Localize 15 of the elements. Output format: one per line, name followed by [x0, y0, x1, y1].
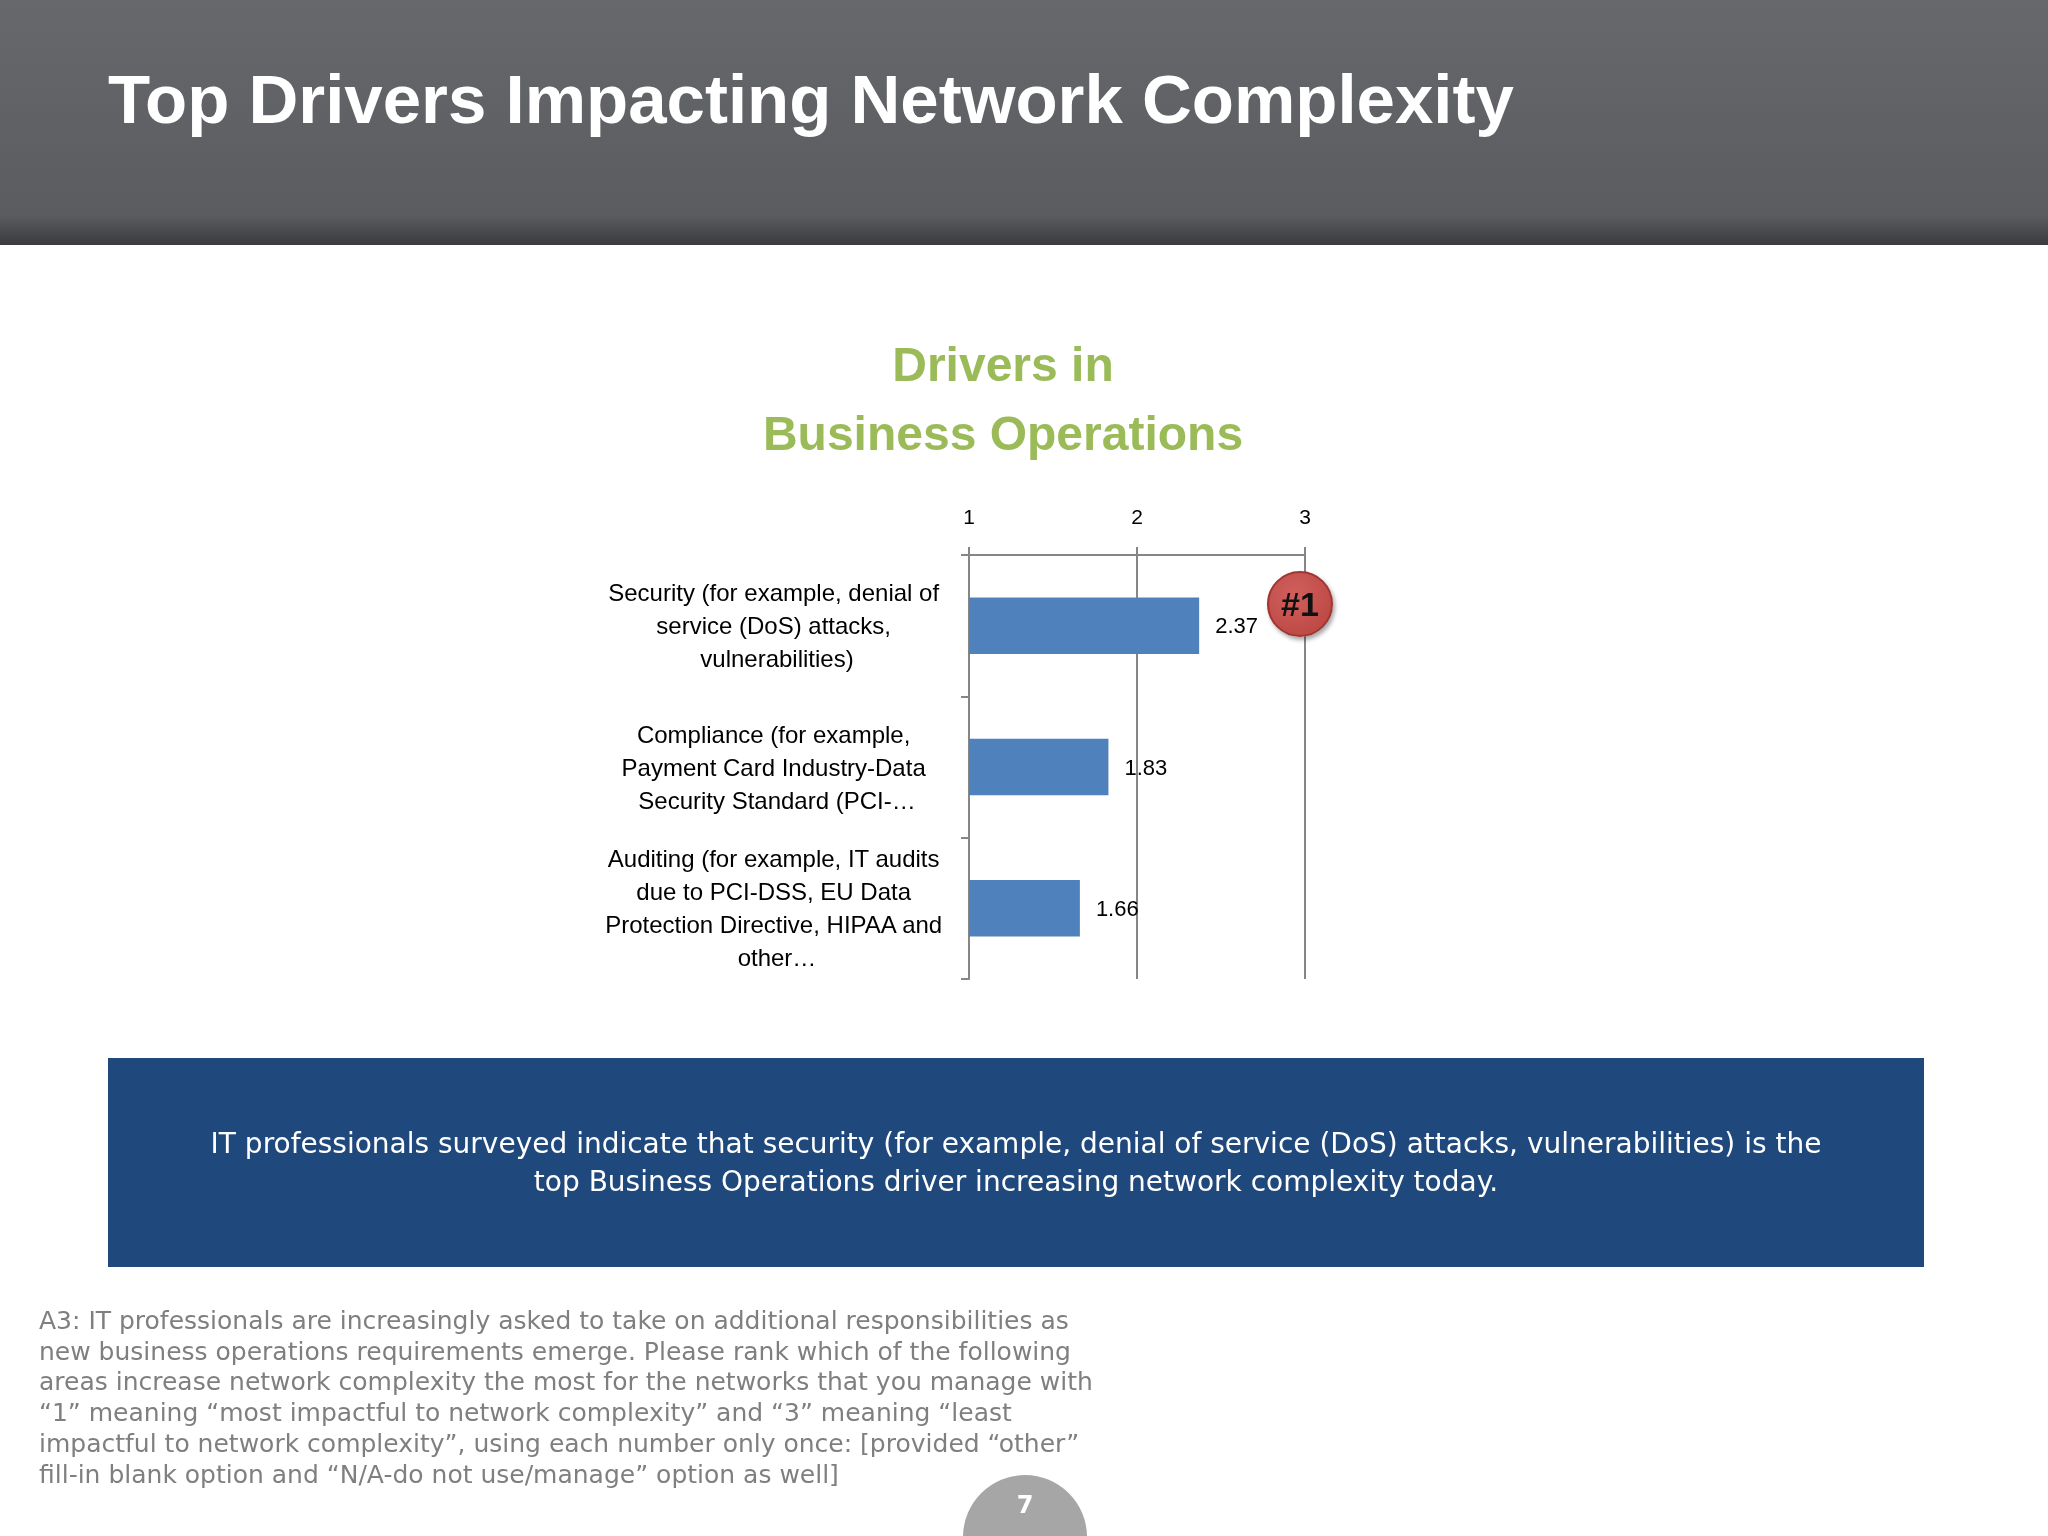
y-tick-label: Security (for example, denial of service (DoS) attacks, vulnerabilities)	[608, 579, 946, 673]
x-tick-label: 2	[1131, 505, 1143, 528]
y-tick-label: Compliance (for example, Payment Card Industry-Data Security Standard (PCI-…	[621, 720, 933, 814]
data-label: 1.66	[1095, 895, 1139, 921]
y-tick-label: Auditing (for example, IT audits due to PCI-DSS, EU Data Protection Directive, HIPAA and other…	[605, 845, 949, 972]
chart-subtitle: Drivers in Business Operations	[762, 337, 1244, 462]
text: IT professionals surveyed indicate that security (for example, denial of service (DoS) attacks, vulnerabilities) is the top Business Operations driver increasing network complexity today.	[209, 1125, 1823, 1200]
x-tick-label: 1	[963, 505, 975, 528]
annotation: #1	[1281, 584, 1319, 624]
data-label: 1.83	[1124, 754, 1168, 780]
x-tick-label: 3	[1299, 505, 1311, 528]
page-number-badge: 7	[963, 1475, 1087, 1536]
rank-badge: #1	[1267, 571, 1333, 638]
data-label: 2.37	[1215, 613, 1258, 639]
chart-title: Top Drivers Impacting Network Complexity	[108, 60, 1514, 139]
